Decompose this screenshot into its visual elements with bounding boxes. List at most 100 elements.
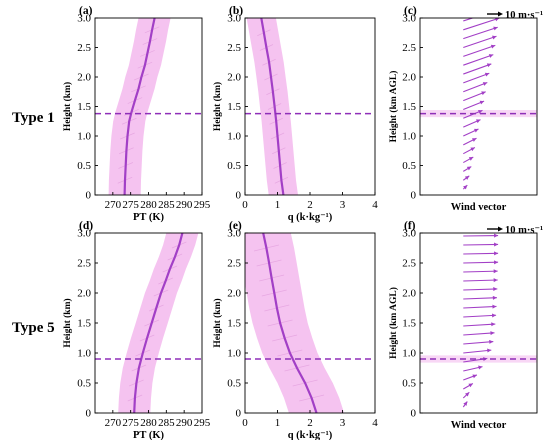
x-tick-label: 290 (176, 199, 193, 211)
panel-e: 0 0.5 1.0 1.5 2.0 2.5 3.0 0 1 2 3 4 q (k·kg⁻¹) Height… (212, 220, 378, 440)
x-axis-label-e: q (k·kg⁻¹) (288, 430, 333, 440)
wind-vector-head (493, 278, 498, 283)
panel-label-b: (b) (229, 5, 243, 17)
wind-vector-head (486, 63, 492, 68)
wind-vector-head (492, 295, 497, 300)
y-tick-label: 2.0 (402, 72, 416, 84)
y-tick-label: 2.0 (402, 288, 416, 300)
plot-area-c (420, 18, 537, 190)
y-axis-f: 0 0.5 1.0 1.5 2.0 2.5 3.0 (402, 228, 423, 420)
wind-vector-head (493, 269, 498, 274)
wind-vector-head (463, 185, 468, 190)
x-tick-label: 270 (105, 199, 122, 211)
wind-vector-head (484, 72, 490, 77)
wind-vector-head (495, 18, 500, 22)
y-tick-label: 1.5 (77, 101, 91, 113)
x-tick-label: 3 (340, 199, 346, 211)
y-tick-label: 0.5 (77, 378, 91, 390)
spread-band-b (246, 18, 298, 195)
wind-vector (463, 305, 497, 309)
panel-f: 10 m·s⁻¹ 0 0.5 1.0 1.5 2.0 2.5 3.0 Wind vector He… (388, 220, 543, 431)
x-tick-label: 0 (242, 199, 248, 211)
wind-vector (463, 252, 499, 255)
y-axis-c: 0 0.5 1.0 1.5 2.0 2.5 3.0 (402, 13, 423, 202)
x-tick-label: 290 (176, 417, 193, 429)
wind-vector-head (464, 175, 470, 180)
y-tick-label: 3.0 (227, 228, 241, 240)
y-tick-label: 2.0 (227, 72, 241, 84)
wind-vector-head (468, 383, 473, 388)
row-labels: Type 1 Type 5 (12, 110, 55, 336)
y-tick-label: 0.5 (77, 160, 91, 172)
x-tick-label: 1 (275, 417, 281, 429)
spread-band-a (108, 18, 171, 195)
wind-vector-head (494, 242, 499, 247)
y-axis-label-b: Height (km) (212, 82, 223, 131)
x-tick-label: 4 (372, 417, 378, 429)
wind-vector-head (474, 128, 479, 133)
y-tick-label: 1.0 (227, 348, 241, 360)
wind-vector-head (488, 54, 494, 58)
y-axis-label-d: Height (km) (62, 298, 73, 347)
wind-vector (463, 18, 500, 31)
wind-vector-head (491, 313, 497, 318)
x-tick-label: 280 (140, 199, 157, 211)
mean-profile-line-e (262, 233, 318, 413)
y-tick-label: 1.0 (77, 131, 91, 143)
x-axis-d: 270 275 280 285 290 295 (105, 410, 211, 429)
wind-vector (463, 44, 496, 57)
scale-label-f: 10 m·s⁻¹ (505, 225, 543, 236)
y-axis-e: 0 0.5 1.0 1.5 2.0 2.5 3.0 (227, 228, 248, 420)
wind-vector (463, 323, 496, 327)
y-tick-label: 2.0 (77, 72, 91, 84)
wind-vector-head (489, 339, 494, 344)
x-tick-label: 275 (122, 199, 139, 211)
x-axis-label-c: Wind vector (451, 202, 507, 213)
wind-vector-head (478, 365, 483, 370)
wind-vector (463, 314, 497, 318)
y-tick-label: 0 (411, 408, 417, 420)
wind-vector-head (481, 91, 486, 96)
x-tick-label: 285 (158, 199, 175, 211)
wind-vector (463, 297, 497, 300)
wind-vector-head (494, 233, 499, 238)
mean-profile-line-b (260, 18, 285, 195)
y-tick-label: 2.5 (227, 258, 241, 270)
inversion-band-f (420, 355, 537, 363)
wind-vector-head (490, 44, 496, 49)
wind-vector (463, 18, 475, 22)
y-tick-label: 1.5 (402, 318, 416, 330)
y-tick-label: 1.0 (227, 131, 241, 143)
y-axis-a: 0 0.5 1.0 1.5 2.0 2.5 3.0 (77, 13, 98, 202)
wind-vector (463, 243, 499, 246)
y-tick-label: 2.0 (77, 288, 91, 300)
y-tick-label: 2.5 (227, 42, 241, 54)
y-tick-label: 1.0 (77, 348, 91, 360)
spread-band-e (245, 233, 345, 413)
axes-frame-f (419, 232, 538, 414)
wind-vector-head (492, 304, 497, 309)
wind-vector-head (476, 119, 481, 124)
y-tick-label: 1.5 (77, 318, 91, 330)
wind-vector (463, 261, 499, 264)
plot-area-a (108, 18, 171, 195)
panel-label-c: (c) (404, 5, 417, 17)
y-tick-label: 1.5 (227, 318, 241, 330)
spread-band-d (118, 233, 199, 413)
wind-vector-head (491, 322, 496, 327)
y-tick-label: 2.5 (402, 258, 416, 270)
wind-vector-head (482, 82, 488, 86)
wind-vector (463, 63, 492, 75)
wind-vector-head (493, 26, 498, 31)
y-tick-label: 0 (236, 190, 242, 202)
plot-area-d (118, 233, 199, 413)
x-tick-label: 4 (372, 199, 378, 211)
wind-vector-head (468, 157, 474, 161)
y-tick-label: 1.0 (402, 348, 416, 360)
scale-label-c: 10 m·s⁻¹ (505, 10, 543, 21)
x-tick-label: 285 (158, 417, 175, 429)
scale-arrow-head-f (498, 226, 503, 232)
wind-vector-head (472, 374, 477, 379)
panel-label-f: (f) (404, 220, 416, 232)
